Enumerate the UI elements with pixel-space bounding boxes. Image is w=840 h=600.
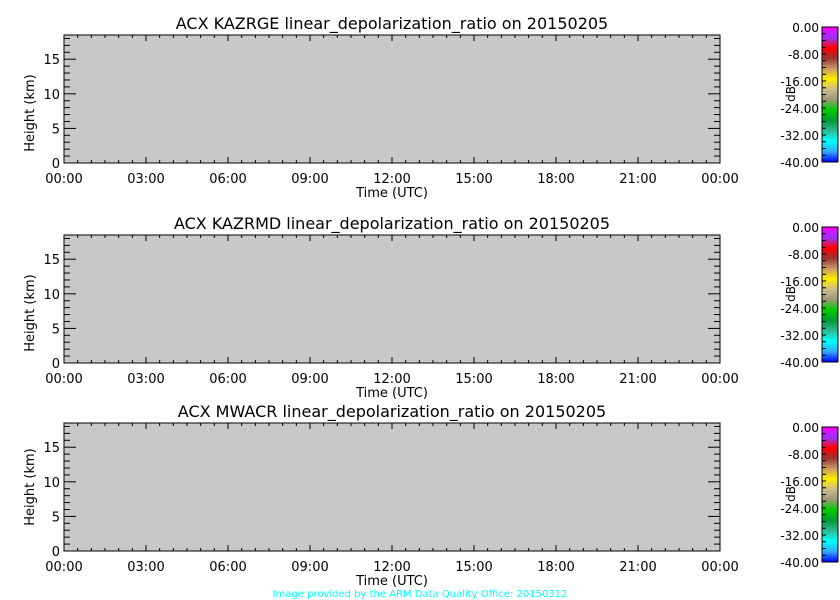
x-tick-label: 21:00 [619, 372, 656, 387]
x-tick-label: 06:00 [209, 372, 246, 387]
x-tick-label: 09:00 [291, 372, 328, 387]
colorbar-tick-label: 0.00 [792, 221, 819, 235]
colorbar-label: dB [784, 86, 798, 102]
colorbar-tick-label: -32.00 [780, 329, 819, 343]
x-tick-label: 00:00 [45, 372, 82, 387]
x-tick-label: 12:00 [373, 172, 410, 187]
colorbar-tick-label: -16.00 [780, 75, 819, 89]
x-tick-label: 06:00 [209, 172, 246, 187]
x-tick-label: 18:00 [537, 372, 574, 387]
y-tick-label: 15 [43, 53, 60, 68]
colorbar-tick-label: -40.00 [780, 356, 819, 370]
colorbar-tick-label: -8.00 [788, 448, 819, 462]
panel-title: ACX KAZRGE linear_depolarization_ratio o… [176, 14, 608, 34]
y-axis-label: Height (km) [23, 448, 38, 525]
colorbar-tick-label: -16.00 [780, 475, 819, 489]
x-tick-label: 06:00 [209, 560, 246, 575]
x-tick-label: 18:00 [537, 172, 574, 187]
x-tick-label: 00:00 [701, 560, 738, 575]
panel-title: ACX KAZRMD linear_depolarization_ratio o… [174, 214, 610, 234]
x-axis-label: Time (UTC) [355, 386, 428, 401]
y-tick-label: 5 [52, 322, 60, 337]
colorbar-label: dB [784, 286, 798, 302]
footer-credit: Image provided by the ARM Data Quality O… [273, 589, 568, 600]
colorbar-tick-label: -16.00 [780, 275, 819, 289]
colorbar-tick-label: -40.00 [780, 156, 819, 170]
x-tick-label: 03:00 [127, 560, 164, 575]
x-tick-label: 21:00 [619, 172, 656, 187]
colorbar-tick-label: -8.00 [788, 48, 819, 62]
x-axis-label: Time (UTC) [355, 574, 428, 589]
colorbar-tick-label: 0.00 [792, 21, 819, 35]
x-tick-label: 00:00 [45, 172, 82, 187]
y-tick-label: 0 [52, 157, 60, 172]
colorbar-tick-label: -8.00 [788, 248, 819, 262]
panel-mwacr: ACX MWACR linear_depolarization_ratio on… [23, 402, 839, 589]
x-tick-label: 09:00 [291, 560, 328, 575]
x-tick-label: 12:00 [373, 560, 410, 575]
y-tick-label: 15 [43, 253, 60, 268]
x-tick-label: 03:00 [127, 172, 164, 187]
colorbar-tick-label: -24.00 [780, 502, 819, 516]
x-tick-label: 00:00 [701, 372, 738, 387]
plot-area [63, 422, 721, 552]
plot-area [63, 34, 721, 164]
y-tick-label: 10 [43, 476, 60, 491]
panel-kazrmd: ACX KAZRMD linear_depolarization_ratio o… [23, 214, 839, 401]
y-axis-label: Height (km) [23, 74, 38, 151]
colorbar-tick-label: -40.00 [780, 556, 819, 570]
colorbar-tick-label: -32.00 [780, 529, 819, 543]
panel-kazrge: ACX KAZRGE linear_depolarization_ratio o… [23, 14, 839, 201]
y-tick-label: 5 [52, 510, 60, 525]
x-tick-label: 15:00 [455, 172, 492, 187]
x-tick-label: 18:00 [537, 560, 574, 575]
x-tick-label: 15:00 [455, 372, 492, 387]
colorbar-tick-label: 0.00 [792, 421, 819, 435]
colorbar-tick-label: -24.00 [780, 102, 819, 116]
y-tick-label: 10 [43, 288, 60, 303]
y-axis-label: Height (km) [23, 274, 38, 351]
colorbar-label: dB [784, 486, 798, 502]
x-tick-label: 21:00 [619, 560, 656, 575]
y-tick-label: 5 [52, 122, 60, 137]
x-tick-label: 09:00 [291, 172, 328, 187]
y-tick-label: 15 [43, 441, 60, 456]
x-tick-label: 03:00 [127, 372, 164, 387]
y-tick-label: 0 [52, 545, 60, 560]
y-tick-label: 10 [43, 88, 60, 103]
x-axis-label: Time (UTC) [355, 186, 428, 201]
x-tick-label: 00:00 [45, 560, 82, 575]
x-tick-label: 12:00 [373, 372, 410, 387]
plot-area [63, 234, 721, 364]
y-tick-label: 0 [52, 357, 60, 372]
x-tick-label: 15:00 [455, 560, 492, 575]
panel-title: ACX MWACR linear_depolarization_ratio on… [178, 402, 606, 422]
colorbar-tick-label: -24.00 [780, 302, 819, 316]
colorbar-tick-label: -32.00 [780, 129, 819, 143]
x-tick-label: 00:00 [701, 172, 738, 187]
